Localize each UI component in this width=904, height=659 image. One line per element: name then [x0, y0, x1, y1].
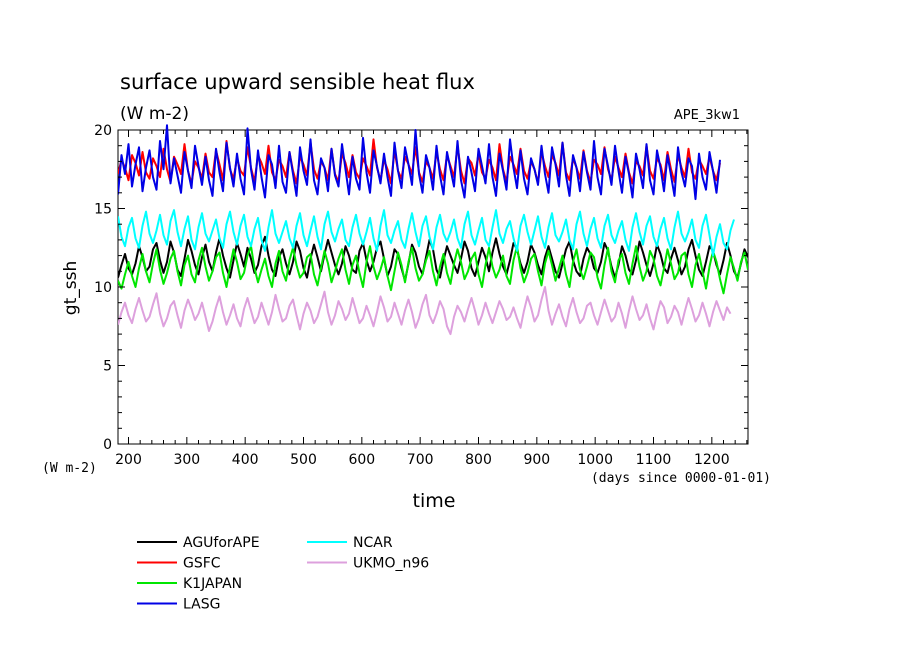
x-units-label: (days since 0000-01-01) [591, 471, 771, 486]
x-tick-label: 300 [173, 452, 200, 468]
x-tick-label: 600 [348, 452, 375, 468]
x-tick-label: 900 [523, 452, 550, 468]
chart-title: surface upward sensible heat flux [120, 70, 475, 94]
legend-label: AGUforAPE [183, 535, 260, 551]
legend-label: NCAR [353, 535, 393, 551]
x-tick-label: 200 [115, 452, 142, 468]
legend-label: K1JAPAN [183, 576, 242, 592]
series-line-lasg [118, 124, 721, 201]
y-axis-title: gt_ssh [61, 261, 81, 315]
legend-label: GSFC [183, 556, 221, 572]
y-tick-label: 15 [94, 202, 112, 218]
series-line-k1japan [118, 245, 748, 295]
axis-layer: 200 300 400 500 600 700 800 900 1000 1100 1200 0 5 10… [94, 123, 748, 468]
chart-subtitle: (W m-2) [120, 104, 189, 124]
series-line-ukmo-n96 [118, 286, 732, 336]
x-tick-label: 400 [232, 452, 259, 468]
y-tick-label: 0 [103, 437, 112, 453]
experiment-label: APE_3kw1 [674, 108, 740, 123]
x-axis-title: time [413, 490, 456, 512]
series-layer [118, 124, 748, 336]
x-tick-label: 500 [290, 452, 317, 468]
x-tick-label: 1200 [694, 452, 730, 468]
x-tick-label: 1000 [577, 452, 613, 468]
x-tick-label: 1100 [636, 452, 672, 468]
series-line-ncar [118, 209, 735, 257]
y-units-label: (W m-2) [42, 461, 97, 476]
legend-label: UKMO_n96 [353, 556, 429, 572]
y-tick-label: 10 [94, 280, 112, 296]
y-tick-label: 5 [103, 359, 112, 375]
x-tick-label: 800 [465, 452, 492, 468]
legend: AGUforAPE GSFC K1JAPAN LASG NCAR UKMO_n96 [137, 535, 429, 613]
x-tick-label: 700 [407, 452, 434, 468]
y-tick-label: 20 [94, 123, 112, 139]
legend-label: LASG [183, 597, 220, 613]
